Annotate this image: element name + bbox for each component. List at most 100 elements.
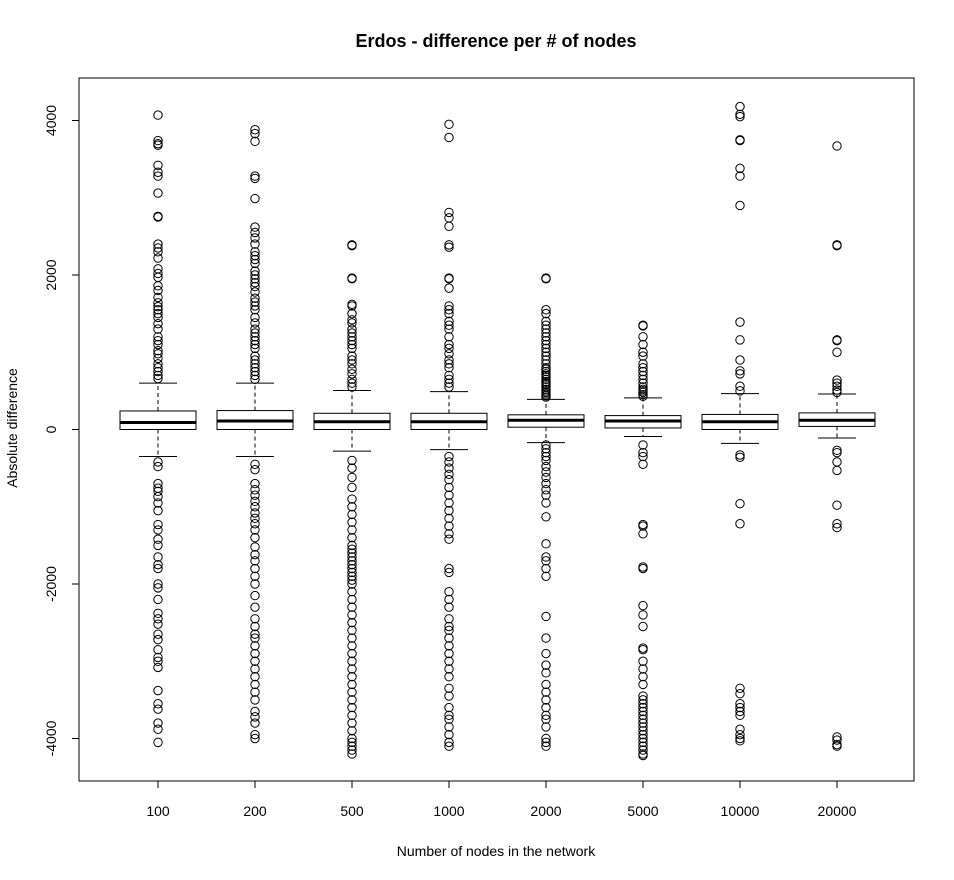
- outlier-point: [638, 321, 648, 331]
- outlier-point: [444, 349, 454, 359]
- outlier-point: [832, 447, 842, 458]
- outlier-point: [638, 621, 648, 632]
- outlier-point: [250, 571, 260, 581]
- outlier-point: [541, 679, 551, 690]
- outlier-point: [250, 227, 260, 238]
- outlier-point: [250, 239, 260, 249]
- box-group-500: [313, 240, 391, 759]
- outlier-point: [347, 351, 357, 361]
- outlier-point: [153, 724, 163, 734]
- outlier-point: [735, 200, 745, 211]
- outlier-point: [250, 629, 260, 639]
- outlier-point: [541, 372, 551, 382]
- outlier-point: [153, 662, 163, 673]
- box-iqr: [119, 410, 197, 431]
- x-tick-label: 1000: [433, 803, 464, 819]
- outlier-point: [250, 459, 260, 469]
- outlier-point: [153, 486, 163, 497]
- outlier-point: [541, 274, 551, 284]
- outlier-point: [541, 364, 551, 374]
- outlier-point: [153, 685, 163, 696]
- outlier-point: [444, 710, 454, 721]
- outlier-point: [638, 741, 648, 751]
- outlier-point: [153, 534, 163, 544]
- outlier-point: [541, 571, 551, 581]
- outlier-point: [444, 567, 454, 578]
- outlier-point: [444, 741, 454, 751]
- outlier-point: [735, 111, 745, 122]
- outlier-point: [444, 614, 454, 624]
- outlier-point: [153, 652, 163, 663]
- outlier-point: [735, 710, 745, 721]
- outlier-point: [153, 359, 163, 369]
- outlier-point: [347, 301, 357, 311]
- outlier-point: [347, 610, 357, 620]
- outlier-point: [735, 369, 745, 379]
- outlier-point: [250, 312, 260, 323]
- outlier-point: [832, 141, 842, 151]
- outlier-point: [541, 335, 551, 346]
- outlier-point: [347, 556, 357, 566]
- outlier-point: [347, 324, 357, 334]
- outlier-point: [250, 171, 260, 181]
- x-tick-label: 5000: [627, 803, 658, 819]
- outlier-point: [347, 745, 357, 755]
- outlier-point: [250, 633, 260, 643]
- outlier-point: [250, 602, 260, 612]
- outlier-point: [444, 355, 454, 365]
- outlier-point: [250, 614, 260, 624]
- outlier-point: [347, 733, 357, 744]
- outlier-point: [541, 374, 551, 384]
- outlier-point: [153, 188, 163, 198]
- outlier-point: [444, 469, 454, 480]
- outlier-point: [153, 318, 163, 329]
- outlier-point: [638, 699, 648, 709]
- outlier-point: [153, 339, 163, 350]
- outlier-point: [347, 318, 357, 328]
- outlier-point: [638, 656, 648, 666]
- outlier-point: [347, 494, 357, 504]
- outlier-point: [153, 268, 163, 279]
- box-group-20000: [798, 141, 876, 751]
- plot-frame: [78, 77, 915, 782]
- outlier-point: [347, 726, 357, 736]
- outlier-point: [832, 378, 842, 388]
- outlier-point: [347, 463, 357, 473]
- outlier-point: [250, 464, 260, 475]
- outlier-point: [638, 366, 648, 377]
- outlier-point: [250, 266, 260, 276]
- outlier-point: [638, 339, 648, 350]
- outlier-point: [832, 457, 842, 467]
- outlier-point: [832, 465, 842, 476]
- outlier-point: [541, 347, 551, 357]
- outlier-point: [153, 370, 163, 381]
- outlier-point: [250, 297, 260, 307]
- outlier-point: [153, 171, 163, 181]
- outlier-point: [250, 343, 260, 354]
- outlier-point: [735, 683, 745, 693]
- outlier-point: [250, 733, 260, 744]
- outlier-point: [153, 505, 163, 516]
- outlier-point: [541, 722, 551, 732]
- x-axis: 100 200 500 1000 2000 5000 10000 20000: [146, 780, 857, 819]
- outlier-point: [735, 171, 745, 181]
- outlier-point: [153, 292, 163, 303]
- outlier-point: [444, 683, 454, 693]
- y-tick-label: -2000: [43, 566, 59, 602]
- outlier-point: [444, 316, 454, 327]
- box-group-5000: [604, 320, 682, 761]
- outlier-point: [444, 513, 454, 524]
- outlier-point: [541, 447, 551, 458]
- outlier-point: [444, 475, 454, 485]
- outlier-point: [444, 482, 454, 493]
- outlier-point: [250, 549, 260, 560]
- outlier-point: [347, 575, 357, 585]
- outlier-point: [444, 594, 454, 605]
- outlier-point: [541, 485, 551, 495]
- outlier-point: [250, 556, 260, 566]
- outlier-point: [250, 278, 260, 288]
- outlier-point: [735, 736, 745, 746]
- outlier-point: [444, 529, 454, 539]
- outlier-point: [250, 374, 260, 384]
- outlier-point: [444, 490, 454, 500]
